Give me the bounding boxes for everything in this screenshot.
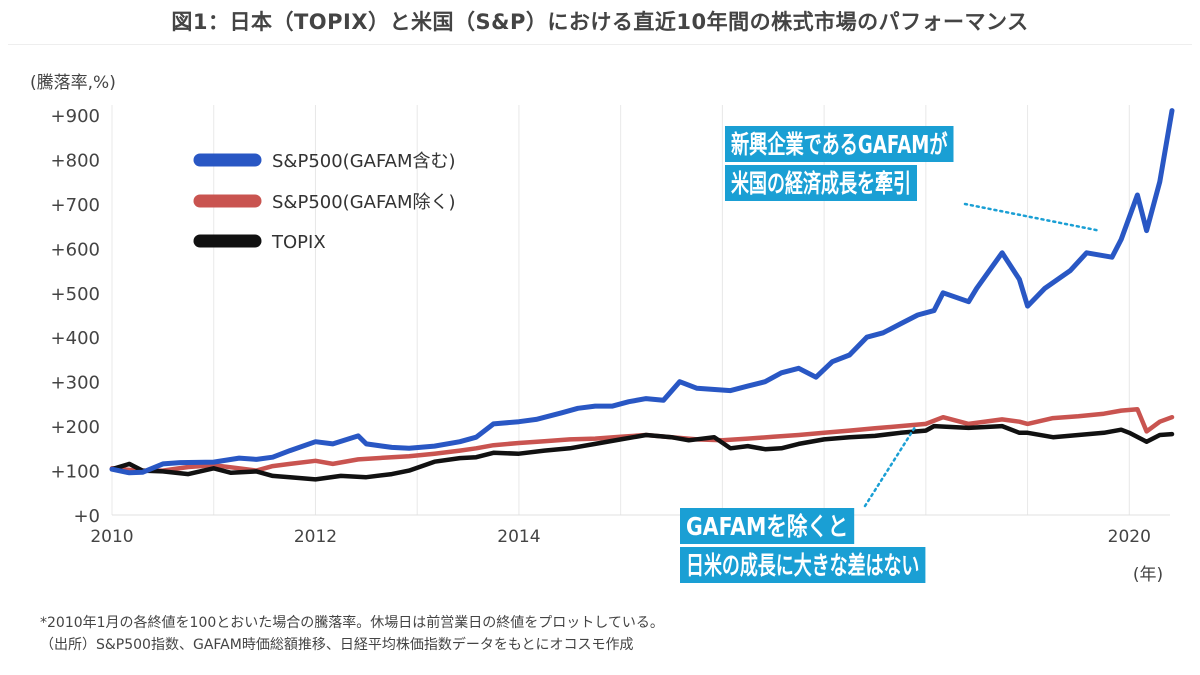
y-tick-label: +200 (51, 417, 100, 438)
legend-label: S&P500(GAFAM含む) (272, 151, 456, 172)
x-tick-label: 2010 (90, 527, 133, 547)
series-line-2 (109, 423, 1175, 482)
footnote-source: （出所）S&P500指数、GAFAM時価総額推移、日経平均株価指数データをもとに… (40, 637, 634, 653)
legend-label: S&P500(GAFAM除く) (272, 192, 456, 213)
legend-label: TOPIX (271, 232, 326, 253)
series-line-0 (109, 108, 1175, 476)
annotation-leader (963, 202, 1101, 232)
x-tick-label: 2020 (1108, 527, 1151, 547)
chart-title: 図1：日本（TOPIX）と米国（S&P）における直近10年間の株式市場のパフォー… (171, 10, 1029, 34)
annotation-text: 米国の経済成長を牽引 (731, 169, 911, 198)
x-tick-label: 2014 (497, 527, 540, 547)
chart-panel (8, 44, 1192, 605)
y-tick-label: +900 (51, 106, 100, 127)
x-axis-unit: (年) (1133, 565, 1163, 585)
annotation-text: 新興企業であるGAFAMが (731, 130, 948, 159)
annotation-text: 日米の成長に大きな差はない (686, 551, 919, 580)
footnote-method: *2010年1月の各終値を100とおいた場合の騰落率。休場日は前営業日の終値をプ… (40, 615, 664, 631)
annotation-box (680, 508, 855, 544)
y-tick-label: +0 (73, 506, 100, 527)
y-tick-label: +800 (51, 150, 100, 171)
annotation-box (725, 126, 954, 162)
y-tick-label: +400 (51, 328, 100, 349)
y-tick-label: +500 (51, 284, 100, 305)
y-axis-label: (騰落率,%) (30, 73, 116, 93)
series-line-1 (109, 406, 1175, 473)
annotation-leader (863, 424, 917, 508)
y-tick-label: +700 (51, 195, 100, 216)
y-tick-label: +600 (51, 239, 100, 260)
annotation-text: GAFAMを除くと (686, 512, 848, 541)
annotation-box (725, 165, 917, 201)
x-tick-label: 2012 (294, 527, 337, 547)
y-tick-label: +100 (51, 462, 100, 483)
y-tick-label: +300 (51, 373, 100, 394)
line-chart: (騰落率,%) +0 +100 +200 +300 +400 +500 +600 +700 +80… (30, 73, 1175, 585)
annotation-box (680, 547, 926, 583)
